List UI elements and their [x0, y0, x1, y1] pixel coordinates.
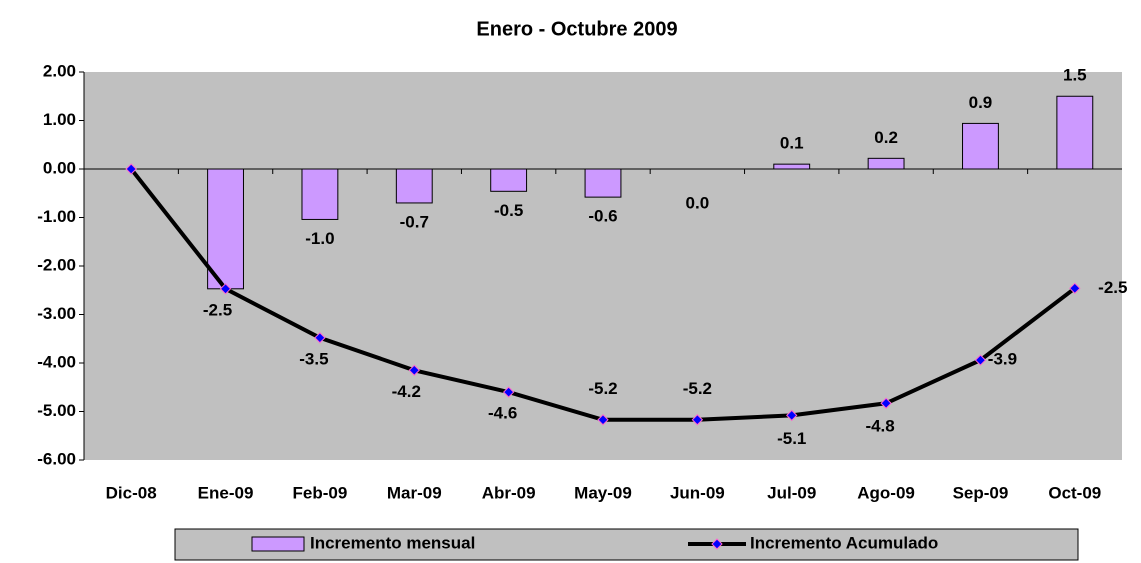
legend-box	[174, 528, 1079, 561]
bar	[867, 157, 905, 170]
bar-value-label: -0.6	[588, 207, 617, 226]
x-tick-label: Sep-09	[953, 483, 1009, 502]
y-tick-label: 1.00	[43, 110, 76, 129]
x-tick-label: Feb-09	[293, 483, 348, 502]
line-marker	[691, 414, 704, 426]
line-marker	[786, 409, 798, 422]
line-value-label: -5.1	[777, 429, 806, 448]
y-tick-label: -3.00	[37, 304, 76, 323]
bar	[301, 168, 339, 220]
x-tick-label: Ene-09	[198, 483, 254, 502]
legend-label: Incremento mensual	[310, 533, 475, 552]
x-tick-label: Jul-09	[767, 483, 816, 502]
line-value-label: -5.2	[683, 379, 712, 398]
y-tick-label: -4.00	[37, 352, 76, 371]
line-value-label: -4.6	[488, 404, 517, 423]
bar-value-label: 1.5	[1063, 66, 1087, 85]
line-value-label: -4.8	[865, 417, 894, 436]
line-marker	[502, 386, 515, 398]
bar	[584, 168, 622, 198]
line-marker	[125, 163, 137, 175]
line-value-label: -5.2	[588, 379, 617, 398]
bar	[490, 168, 528, 192]
bar	[962, 122, 999, 170]
x-tick-label: Mar-09	[387, 483, 442, 502]
bar-value-label: 0.0	[686, 193, 710, 212]
y-tick-label: 0.00	[43, 158, 76, 177]
y-tick-label: -1.00	[37, 207, 76, 226]
bar	[395, 168, 433, 204]
x-tick-label: Jun-09	[670, 483, 725, 502]
chart-title: Enero - Octubre 2009	[476, 18, 677, 40]
bar	[207, 168, 244, 290]
bar-value-label: 0.9	[969, 93, 993, 112]
y-tick-label: -6.00	[37, 449, 76, 468]
line-value-label: -2.5	[203, 300, 232, 319]
x-tick-label: May-09	[574, 483, 632, 502]
line-marker	[597, 414, 609, 426]
x-tick-label: Abr-09	[482, 483, 536, 502]
line-marker	[314, 332, 326, 344]
y-tick-label: 2.00	[43, 61, 76, 80]
line-marker	[880, 397, 892, 409]
line-marker	[1069, 282, 1081, 295]
x-tick-label: Dic-08	[106, 483, 157, 502]
y-tick-label: -2.00	[37, 255, 76, 274]
line-value-label: -4.2	[392, 382, 421, 401]
line-value-label: -3.5	[299, 349, 328, 368]
line-value-label: -2.5	[1098, 278, 1127, 297]
line-marker	[974, 354, 987, 366]
line-marker	[219, 283, 232, 295]
bar	[1056, 95, 1094, 170]
x-tick-label: Ago-09	[857, 483, 915, 502]
bar-value-label: -1.0	[305, 229, 334, 248]
bar-value-label: 0.1	[780, 134, 804, 153]
plot-area	[84, 72, 1122, 460]
legend-swatch	[251, 536, 305, 552]
legend-marker	[711, 538, 723, 550]
x-tick-label: Oct-09	[1048, 483, 1101, 502]
bar	[773, 163, 811, 170]
bar-value-label: -0.5	[494, 201, 523, 220]
line-value-label: -3.9	[988, 350, 1017, 369]
line-marker	[408, 364, 420, 376]
bar-value-label: 0.2	[874, 128, 898, 147]
legend-label: Incremento Acumulado	[750, 533, 938, 552]
bar-value-label: -0.7	[400, 212, 429, 231]
y-tick-label: -5.00	[37, 401, 76, 420]
